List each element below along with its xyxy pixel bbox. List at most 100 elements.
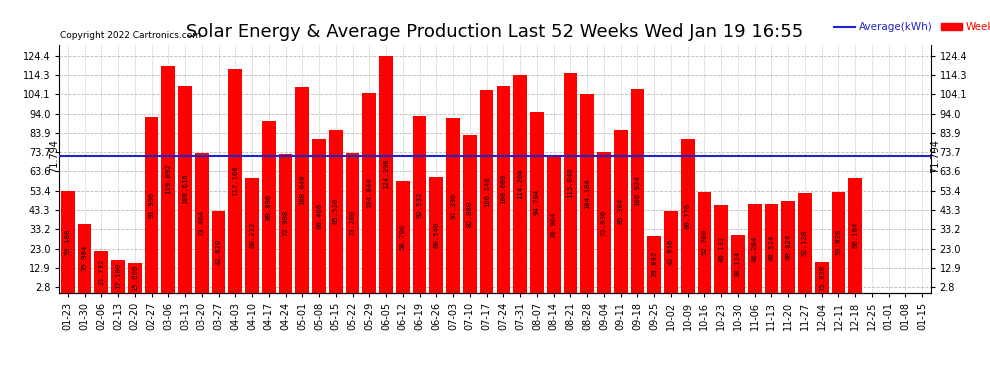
- Text: 58.706: 58.706: [400, 224, 406, 250]
- Bar: [128, 263, 142, 292]
- Text: 48.024: 48.024: [785, 234, 791, 260]
- Text: 115.040: 115.040: [567, 168, 573, 198]
- Bar: [681, 139, 695, 292]
- Bar: [77, 224, 91, 292]
- Text: 52.128: 52.128: [802, 230, 808, 256]
- Bar: [480, 90, 493, 292]
- Bar: [111, 260, 125, 292]
- Bar: [497, 86, 510, 292]
- Text: 104.844: 104.844: [366, 177, 372, 208]
- Bar: [246, 178, 259, 292]
- Bar: [731, 235, 744, 292]
- Text: 108.680: 108.680: [500, 174, 506, 204]
- Text: 53.168: 53.168: [64, 229, 70, 255]
- Text: 108.040: 108.040: [299, 174, 305, 205]
- Bar: [379, 56, 393, 292]
- Bar: [446, 118, 460, 292]
- Bar: [798, 193, 812, 292]
- Text: 21.732: 21.732: [98, 259, 104, 285]
- Text: 60.184: 60.184: [852, 222, 858, 248]
- Text: 72.908: 72.908: [282, 210, 288, 236]
- Bar: [530, 112, 544, 292]
- Bar: [262, 122, 275, 292]
- Bar: [413, 116, 427, 292]
- Text: 106.924: 106.924: [635, 176, 641, 206]
- Text: 92.532: 92.532: [417, 191, 423, 217]
- Bar: [61, 191, 74, 292]
- Bar: [229, 69, 243, 292]
- Bar: [781, 201, 795, 292]
- Bar: [295, 87, 309, 292]
- Bar: [664, 211, 678, 292]
- Bar: [362, 93, 376, 292]
- Bar: [848, 178, 862, 292]
- Legend: Average(kWh), Weekly(kWh): Average(kWh), Weekly(kWh): [830, 18, 990, 36]
- Text: 82.880: 82.880: [467, 201, 473, 227]
- Text: 91.396: 91.396: [450, 192, 456, 219]
- Bar: [279, 154, 292, 292]
- Text: 53.028: 53.028: [836, 229, 842, 255]
- Bar: [161, 66, 175, 292]
- Text: 70.964: 70.964: [550, 212, 556, 238]
- Text: 108.616: 108.616: [182, 174, 188, 204]
- Bar: [430, 177, 444, 292]
- Text: 71.794: 71.794: [50, 139, 59, 173]
- Text: 42.916: 42.916: [668, 238, 674, 265]
- Bar: [513, 75, 527, 292]
- Bar: [698, 192, 711, 292]
- Text: 46.132: 46.132: [718, 236, 724, 262]
- Text: Copyright 2022 Cartronics.com: Copyright 2022 Cartronics.com: [60, 31, 201, 40]
- Bar: [580, 94, 594, 292]
- Text: 80.408: 80.408: [316, 203, 322, 229]
- Text: 73.464: 73.464: [199, 210, 205, 236]
- Bar: [747, 204, 761, 292]
- Text: 15.828: 15.828: [819, 264, 825, 291]
- Text: 80.776: 80.776: [685, 202, 691, 229]
- Bar: [832, 192, 845, 292]
- Text: 104.184: 104.184: [584, 178, 590, 209]
- Bar: [815, 262, 829, 292]
- Text: 117.168: 117.168: [233, 166, 239, 196]
- Text: 30.124: 30.124: [735, 251, 741, 277]
- Text: 85.520: 85.520: [333, 198, 339, 224]
- Text: 29.892: 29.892: [651, 251, 657, 277]
- Text: 42.820: 42.820: [216, 238, 222, 265]
- Text: 89.896: 89.896: [266, 194, 272, 220]
- Bar: [312, 140, 326, 292]
- Bar: [614, 130, 628, 292]
- Text: 71.794: 71.794: [931, 139, 940, 173]
- Bar: [631, 89, 644, 292]
- Text: 52.760: 52.760: [702, 229, 708, 255]
- Text: 46.524: 46.524: [768, 235, 774, 261]
- Bar: [329, 130, 343, 292]
- Text: 114.200: 114.200: [517, 168, 523, 199]
- Bar: [647, 236, 661, 292]
- Text: 73.200: 73.200: [349, 210, 355, 236]
- Bar: [195, 153, 209, 292]
- Text: 91.996: 91.996: [148, 192, 154, 218]
- Bar: [145, 117, 158, 292]
- Bar: [94, 251, 108, 292]
- Title: Solar Energy & Average Production Last 52 Weeks Wed Jan 19 16:55: Solar Energy & Average Production Last 5…: [186, 22, 804, 40]
- Bar: [212, 211, 226, 292]
- Bar: [396, 181, 410, 292]
- Text: 85.304: 85.304: [618, 198, 624, 224]
- Text: 46.284: 46.284: [751, 236, 757, 262]
- Bar: [597, 152, 611, 292]
- Text: 106.240: 106.240: [484, 176, 490, 207]
- Bar: [764, 204, 778, 292]
- Bar: [346, 153, 359, 292]
- Text: 60.232: 60.232: [249, 222, 255, 248]
- Bar: [563, 74, 577, 292]
- Text: 17.100: 17.100: [115, 263, 121, 290]
- Bar: [546, 158, 560, 292]
- Text: 94.704: 94.704: [534, 189, 540, 216]
- Text: 73.636: 73.636: [601, 209, 607, 236]
- Bar: [463, 135, 477, 292]
- Bar: [715, 205, 728, 292]
- Text: 124.396: 124.396: [383, 159, 389, 189]
- Bar: [178, 86, 192, 292]
- Text: 15.600: 15.600: [132, 264, 138, 291]
- Text: 119.092: 119.092: [165, 164, 171, 195]
- Text: 35.904: 35.904: [81, 245, 87, 272]
